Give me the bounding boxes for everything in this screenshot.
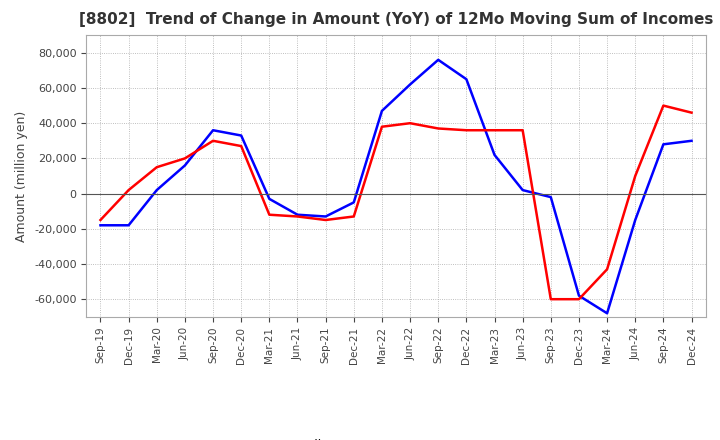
Ordinary Income — [181, 163, 189, 168]
Net Income — [462, 128, 471, 133]
Net Income — [687, 110, 696, 115]
Ordinary Income — [490, 152, 499, 158]
Net Income — [265, 212, 274, 217]
Net Income — [406, 121, 415, 126]
Ordinary Income — [687, 138, 696, 143]
Ordinary Income — [96, 223, 105, 228]
Ordinary Income — [518, 187, 527, 193]
Title: [8802]  Trend of Change in Amount (YoY) of 12Mo Moving Sum of Incomes: [8802] Trend of Change in Amount (YoY) o… — [78, 12, 714, 27]
Net Income — [181, 156, 189, 161]
Ordinary Income — [209, 128, 217, 133]
Net Income — [125, 187, 133, 193]
Net Income — [434, 126, 443, 131]
Net Income — [96, 217, 105, 223]
Ordinary Income — [125, 223, 133, 228]
Net Income — [490, 128, 499, 133]
Y-axis label: Amount (million yen): Amount (million yen) — [16, 110, 29, 242]
Ordinary Income — [377, 108, 386, 114]
Net Income — [603, 267, 611, 272]
Ordinary Income — [659, 142, 667, 147]
Net Income — [209, 138, 217, 143]
Ordinary Income — [265, 196, 274, 202]
Ordinary Income — [603, 311, 611, 316]
Net Income — [575, 297, 583, 302]
Net Income — [377, 124, 386, 129]
Net Income — [631, 173, 639, 179]
Ordinary Income — [293, 212, 302, 217]
Net Income — [321, 217, 330, 223]
Ordinary Income — [434, 57, 443, 62]
Ordinary Income — [237, 133, 246, 138]
Net Income — [546, 297, 555, 302]
Net Income — [659, 103, 667, 108]
Net Income — [153, 165, 161, 170]
Line: Net Income: Net Income — [101, 106, 691, 299]
Legend: Ordinary Income, Net Income: Ordinary Income, Net Income — [249, 434, 543, 440]
Ordinary Income — [546, 194, 555, 200]
Net Income — [293, 214, 302, 219]
Ordinary Income — [406, 82, 415, 87]
Net Income — [518, 128, 527, 133]
Net Income — [237, 143, 246, 149]
Ordinary Income — [462, 77, 471, 82]
Net Income — [349, 214, 358, 219]
Ordinary Income — [321, 214, 330, 219]
Ordinary Income — [153, 187, 161, 193]
Ordinary Income — [631, 217, 639, 223]
Ordinary Income — [575, 293, 583, 298]
Line: Ordinary Income: Ordinary Income — [101, 60, 691, 313]
Ordinary Income — [349, 200, 358, 205]
